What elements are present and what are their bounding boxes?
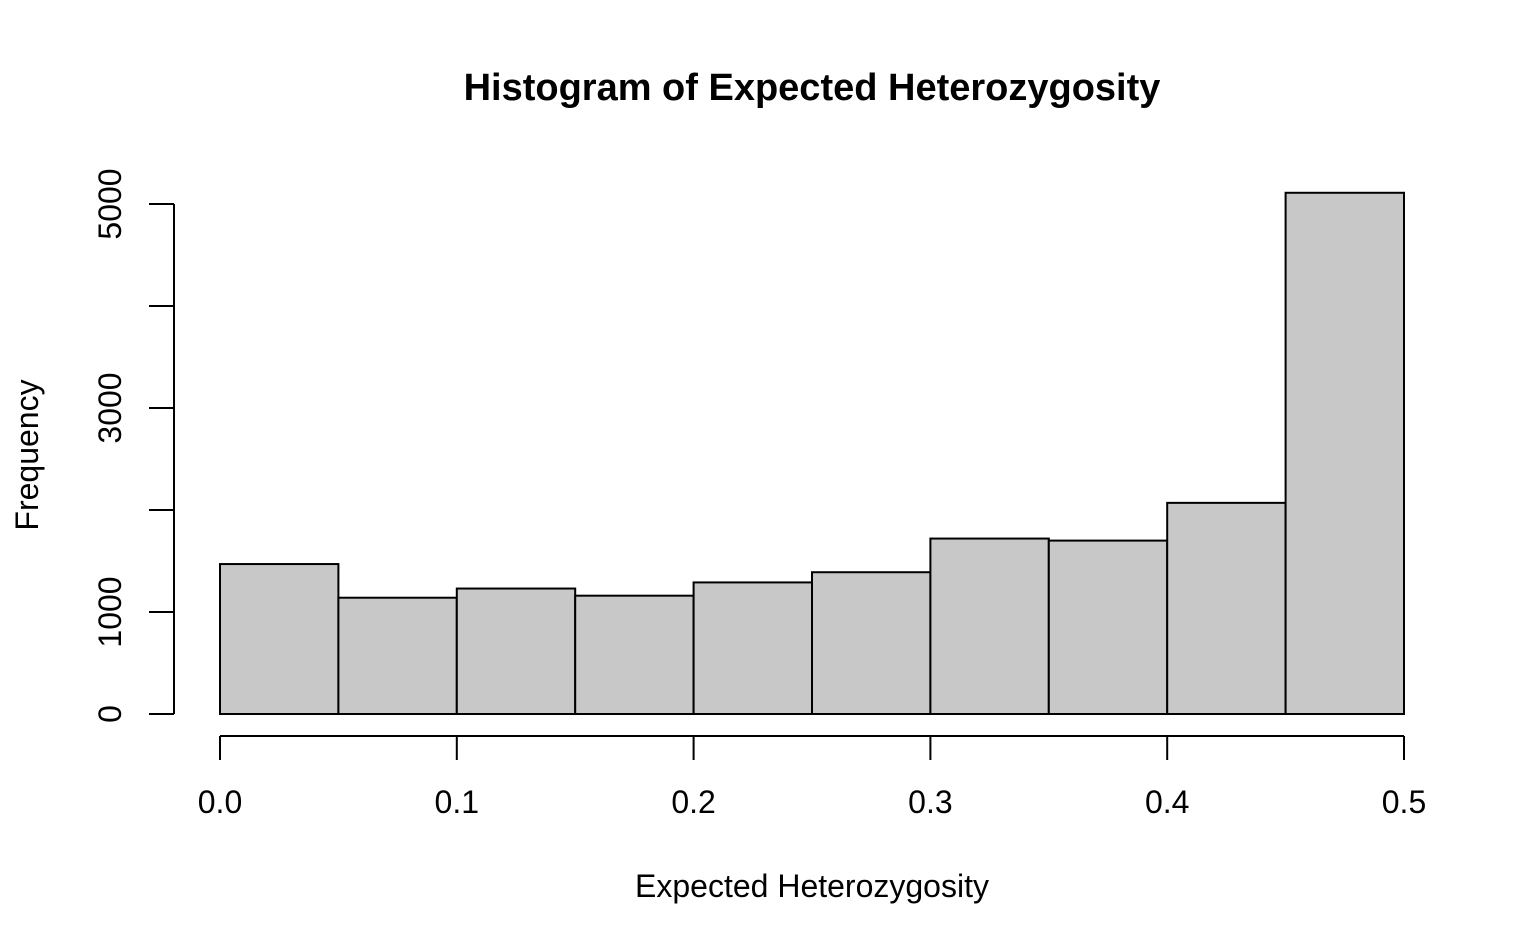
y-tick-label: 3000 — [92, 372, 128, 443]
histogram-bar — [1166, 501, 1287, 715]
x-axis-label: Expected Heterozygosity — [635, 868, 989, 904]
histogram-bar — [219, 563, 340, 715]
histogram-bar — [574, 594, 695, 715]
x-tick-label: 0.0 — [198, 784, 242, 820]
x-tick-label: 0.5 — [1382, 784, 1426, 820]
y-axis: 0 1000 3000 5000 — [92, 168, 175, 723]
y-axis-label: Frequency — [9, 379, 45, 530]
chart-title: Histogram of Expected Heterozygosity — [464, 67, 1161, 109]
histogram-bar — [455, 587, 577, 715]
x-axis: 0.0 0.1 0.2 0.3 0.4 0.5 — [198, 735, 1426, 820]
histogram-bar — [1047, 539, 1169, 715]
histogram-bar — [929, 537, 1050, 715]
histogram-bar — [337, 596, 458, 715]
histogram-bar — [1284, 191, 1405, 715]
x-tick-label: 0.3 — [908, 784, 952, 820]
x-tick-label: 0.1 — [435, 784, 479, 820]
histogram-bar — [692, 581, 813, 715]
y-tick-label: 5000 — [92, 168, 128, 239]
y-tick-label: 1000 — [92, 576, 128, 647]
histogram-bars — [219, 191, 1405, 715]
histogram-bar — [811, 571, 932, 715]
x-tick-label: 0.4 — [1145, 784, 1189, 820]
y-tick-label: 0 — [92, 705, 128, 723]
x-tick-label: 0.2 — [671, 784, 715, 820]
